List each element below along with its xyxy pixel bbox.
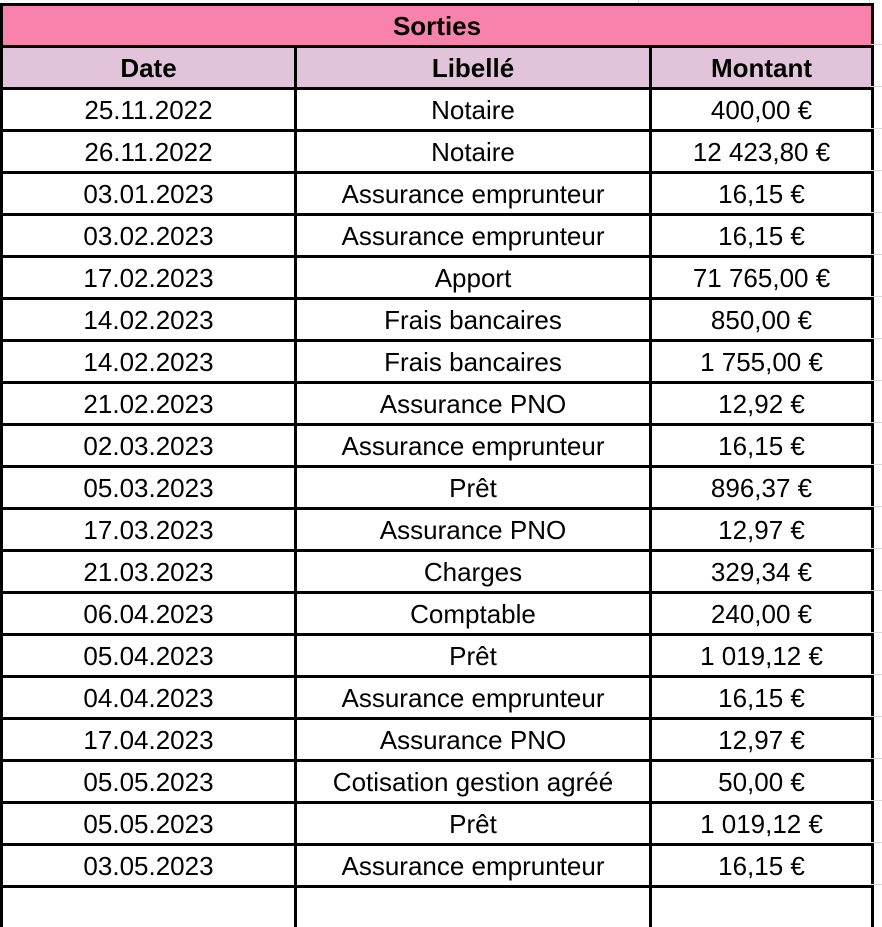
libelle-cell[interactable]: Frais bancaires [296,341,651,383]
date-cell[interactable]: 02.03.2023 [2,425,296,467]
date-cell[interactable]: 14.02.2023 [2,299,296,341]
column-header-row: Date Libellé Montant [2,47,873,89]
montant-cell[interactable]: 12,92 € [651,383,873,425]
column-header-montant[interactable]: Montant [651,47,873,89]
montant-cell[interactable]: 12 423,80 € [651,131,873,173]
montant-cell[interactable]: 1 755,00 € [651,341,873,383]
date-cell[interactable]: 26.11.2022 [2,131,296,173]
date-cell[interactable]: 03.01.2023 [2,173,296,215]
libelle-cell[interactable]: Assurance emprunteur [296,425,651,467]
title-row: Sorties [2,5,873,47]
date-cell[interactable]: 14.02.2023 [2,341,296,383]
date-cell[interactable]: 21.02.2023 [2,383,296,425]
libelle-cell[interactable]: Assurance emprunteur [296,173,651,215]
date-cell[interactable]: 03.05.2023 [2,845,296,887]
libelle-cell[interactable]: Assurance emprunteur [296,677,651,719]
montant-cell[interactable]: 850,00 € [651,299,873,341]
montant-cell[interactable]: 16,15 € [651,173,873,215]
empty-cell[interactable] [296,887,651,927]
montant-cell[interactable]: 12,97 € [651,719,873,761]
libelle-cell[interactable]: Assurance emprunteur [296,845,651,887]
montant-cell[interactable]: 400,00 € [651,89,873,131]
date-cell[interactable]: 21.03.2023 [2,551,296,593]
libelle-cell[interactable]: Prêt [296,635,651,677]
date-cell[interactable]: 03.02.2023 [2,215,296,257]
libelle-cell[interactable]: Charges [296,551,651,593]
montant-cell[interactable]: 16,15 € [651,677,873,719]
montant-cell[interactable]: 12,97 € [651,509,873,551]
date-cell[interactable]: 06.04.2023 [2,593,296,635]
montant-cell[interactable]: 896,37 € [651,467,873,509]
montant-cell[interactable]: 50,00 € [651,761,873,803]
montant-cell[interactable]: 240,00 € [651,593,873,635]
libelle-cell[interactable]: Prêt [296,467,651,509]
montant-cell[interactable]: 16,15 € [651,425,873,467]
date-cell[interactable]: 04.04.2023 [2,677,296,719]
date-cell[interactable]: 17.03.2023 [2,509,296,551]
column-header-date[interactable]: Date [2,47,296,89]
empty-row [2,887,873,927]
libelle-cell[interactable]: Cotisation gestion agréé [296,761,651,803]
empty-cell[interactable] [2,887,296,927]
libelle-cell[interactable]: Assurance PNO [296,383,651,425]
montant-cell[interactable]: 329,34 € [651,551,873,593]
libelle-cell[interactable]: Assurance PNO [296,719,651,761]
column-header-libelle[interactable]: Libellé [296,47,651,89]
libelle-cell[interactable]: Notaire [296,89,651,131]
date-cell[interactable]: 05.04.2023 [2,635,296,677]
table-title[interactable]: Sorties [2,5,873,47]
date-cell[interactable]: 25.11.2022 [2,89,296,131]
date-cell[interactable]: 17.02.2023 [2,257,296,299]
montant-cell[interactable]: 1 019,12 € [651,803,873,845]
libelle-cell[interactable]: Comptable [296,593,651,635]
libelle-cell[interactable]: Prêt [296,803,651,845]
right-gridline-gutter [871,3,882,898]
montant-cell[interactable]: 1 019,12 € [651,635,873,677]
date-cell[interactable]: 05.03.2023 [2,467,296,509]
empty-cell[interactable] [651,887,873,927]
libelle-cell[interactable]: Assurance PNO [296,509,651,551]
montant-cell[interactable]: 16,15 € [651,215,873,257]
date-cell[interactable]: 05.05.2023 [2,761,296,803]
date-cell[interactable]: 17.04.2023 [2,719,296,761]
libelle-cell[interactable]: Apport [296,257,651,299]
montant-cell[interactable]: 71 765,00 € [651,257,873,299]
date-cell[interactable]: 05.05.2023 [2,803,296,845]
libelle-cell[interactable]: Frais bancaires [296,299,651,341]
libelle-cell[interactable]: Assurance emprunteur [296,215,651,257]
libelle-cell[interactable]: Notaire [296,131,651,173]
montant-cell[interactable]: 16,15 € [651,845,873,887]
